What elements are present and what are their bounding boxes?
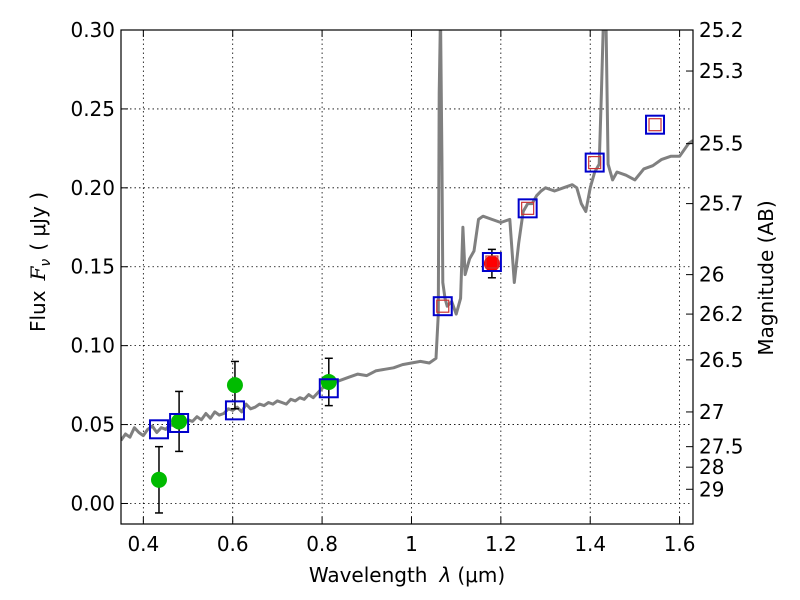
x-tick-label: 0.8	[306, 532, 338, 556]
model-box-marker	[645, 114, 666, 135]
model-box-inner	[436, 299, 450, 313]
model-box-marker	[148, 419, 169, 440]
y2-tick-label: 27	[699, 400, 724, 424]
y-tick-label: 0.20	[70, 176, 115, 200]
plot-frame	[120, 29, 694, 525]
y2-tick-label: 25.5	[699, 132, 744, 156]
y-tick-label: 0.25	[70, 97, 115, 121]
y2-tick-label: 26.5	[699, 348, 744, 372]
model-box-inner	[521, 201, 535, 215]
y2-tick-label: 25.7	[699, 192, 744, 216]
y2-axis-title: Magnitude (AB)	[754, 200, 778, 355]
model-box-marker	[432, 296, 453, 317]
y2-tick-label: 25.2	[699, 18, 744, 42]
y-tick-label: 0.15	[70, 255, 115, 279]
green-point	[226, 377, 243, 394]
model-box-marker	[584, 152, 605, 173]
green-point	[150, 471, 167, 488]
x-tick-label: 1.2	[485, 532, 517, 556]
x-tick-label: 1	[405, 532, 418, 556]
y2-tick-label: 29	[699, 477, 724, 501]
model-box-inner	[485, 255, 499, 269]
x-tick-label: 0.6	[217, 532, 249, 556]
y-tick-label: 0.10	[70, 334, 115, 358]
model-box-inner	[588, 155, 602, 170]
y-tick-label: 0.30	[70, 18, 115, 42]
x-axis-title: Wavelength λ (μm)	[309, 563, 505, 587]
model-box-marker	[481, 252, 502, 273]
model-box-markers	[148, 114, 666, 440]
green-point	[171, 413, 188, 430]
x-tick-label: 1.6	[664, 532, 696, 556]
y2-tick-label: 28	[699, 455, 724, 479]
y2-tick-label: 26.2	[699, 302, 744, 326]
x-axis-ticks: 0.4 0.6 0.8 1 1.2 1.4 1.6	[127, 30, 696, 556]
model-box-marker	[517, 198, 538, 219]
y2-tick-label: 25.3	[699, 59, 744, 83]
model-box-marker	[224, 400, 245, 421]
y-tick-label: 0.00	[70, 491, 115, 515]
y-axis-ticks: 0.00 0.05 0.10 0.15 0.20 0.25 0.30	[70, 18, 128, 515]
y-axis-title: FluxFν( μJy )	[26, 192, 54, 332]
y2-tick-label: 27.5	[699, 435, 744, 459]
plot-area	[121, 30, 693, 514]
x-tick-label: 1.4	[574, 532, 606, 556]
green-point	[320, 373, 337, 390]
model-sed-line	[121, 30, 693, 442]
model-box-inner	[648, 118, 662, 132]
model-box-marker	[169, 412, 190, 433]
y-tick-label: 0.05	[70, 413, 115, 437]
y2-tick-label: 26	[699, 263, 724, 287]
x-tick-label: 0.4	[127, 532, 159, 556]
model-box-marker	[318, 378, 339, 399]
green-photometry-points	[150, 373, 337, 488]
